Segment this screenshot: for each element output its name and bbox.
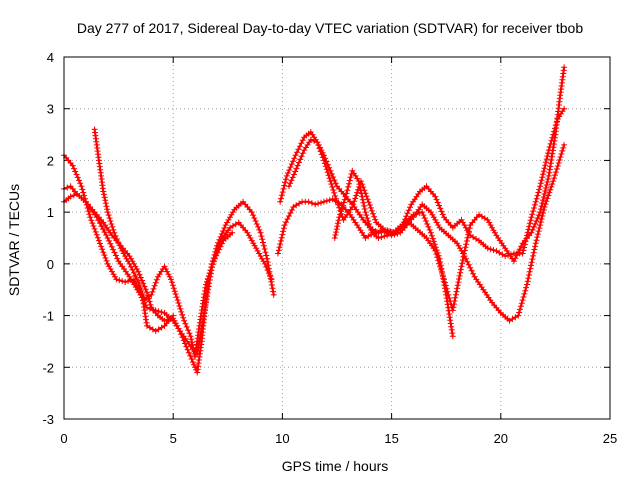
axis-ticks: 0 5 10 15 20 25 -3 -2 -1 0 1 2 3 4 (42, 50, 617, 446)
y-tick-label: 3 (47, 102, 54, 117)
x-axis-title: GPS time / hours (282, 458, 389, 474)
x-tick-label: 10 (275, 431, 289, 446)
series-markers (275, 64, 568, 314)
series-line (287, 138, 566, 322)
data-series (61, 64, 568, 376)
series-track-7 (286, 136, 568, 324)
x-tick-label: 20 (494, 431, 508, 446)
y-tick-label: 2 (47, 153, 54, 168)
series-line (93, 128, 234, 358)
plot-frame (63, 56, 611, 420)
y-tick-label: 0 (47, 257, 54, 272)
series-line (276, 66, 566, 312)
y-tick-label: 4 (47, 50, 54, 65)
x-tick-label: 15 (384, 431, 398, 446)
series-track-5 (275, 64, 568, 314)
series-markers (91, 126, 236, 360)
x-tick-label: 25 (603, 431, 617, 446)
y-tick-label: -1 (42, 309, 54, 324)
y-tick-label: -2 (42, 360, 54, 375)
x-tick-label: 0 (60, 431, 67, 446)
series-markers (331, 167, 456, 340)
y-tick-label: -3 (42, 412, 54, 427)
chart-title: Day 277 of 2017, Sidereal Day-to-day VTE… (77, 20, 584, 36)
series-track-8 (331, 167, 456, 340)
y-tick-label: 1 (47, 205, 54, 220)
series-track-4 (61, 152, 177, 335)
x-tick-label: 5 (170, 431, 177, 446)
y-axis-title: SDTVAR / TECUs (6, 184, 22, 296)
series-track-3 (91, 126, 236, 360)
